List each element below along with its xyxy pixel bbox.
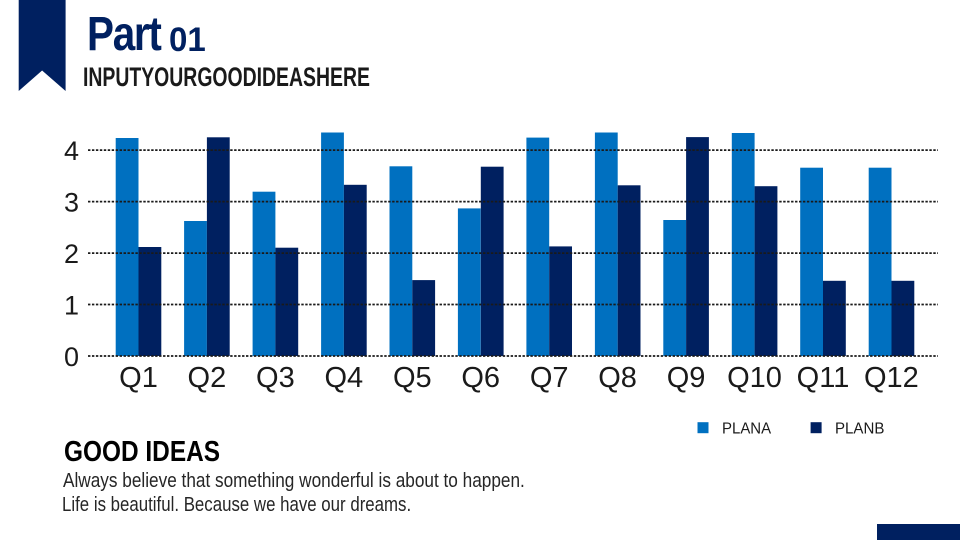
svg-text:PLANA: PLANA (722, 421, 771, 438)
svg-text:Q11: Q11 (797, 362, 850, 394)
svg-text:Q3: Q3 (256, 362, 295, 394)
svg-text:Q5: Q5 (393, 362, 432, 394)
svg-text:Q2: Q2 (188, 362, 227, 394)
svg-text:Q12: Q12 (864, 362, 919, 394)
svg-text:PLANB: PLANB (835, 421, 884, 438)
svg-text:Q7: Q7 (530, 362, 569, 394)
svg-text:1: 1 (64, 290, 79, 320)
svg-text:Q6: Q6 (461, 362, 500, 394)
svg-text:Q4: Q4 (324, 362, 363, 394)
svg-text:Q10: Q10 (727, 362, 782, 394)
svg-text:3: 3 (64, 187, 79, 217)
svg-text:Q9: Q9 (667, 362, 706, 394)
svg-text:Q8: Q8 (598, 362, 637, 394)
svg-text:Q1: Q1 (119, 362, 158, 394)
svg-text:4: 4 (64, 136, 79, 166)
svg-text:0: 0 (64, 342, 79, 372)
svg-text:2: 2 (64, 239, 79, 269)
